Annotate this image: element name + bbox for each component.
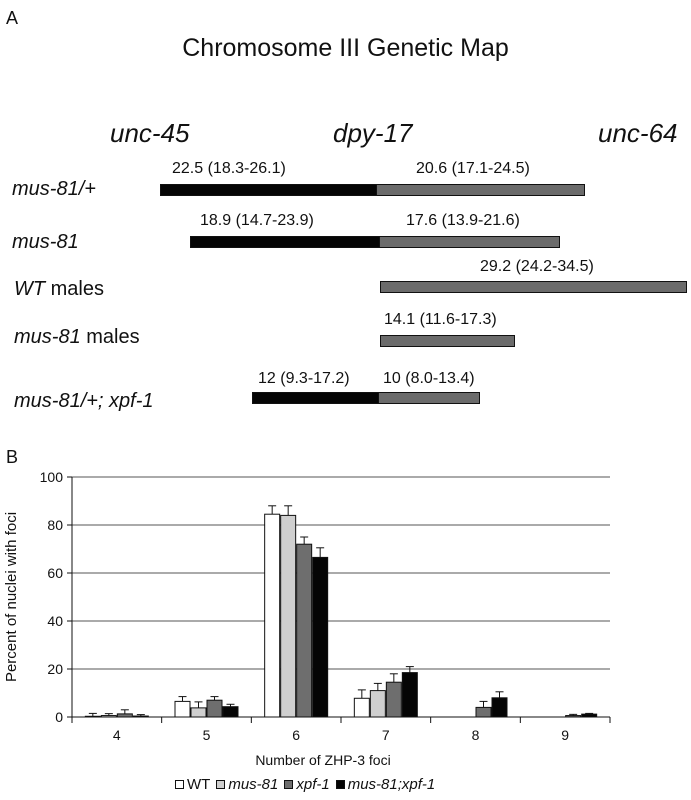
interval-bar-right	[376, 184, 585, 196]
marker-unc-45: unc-45	[110, 118, 190, 148]
legend-swatch	[175, 780, 184, 789]
row-genotype: mus-81	[14, 326, 81, 348]
legend-label: xpf-1	[296, 776, 330, 793]
bar	[222, 706, 239, 718]
legend-item-mus-81-xpf-1: mus-81;xpf-1	[335, 776, 436, 793]
interval-label-left: 22.5 (18.3-26.1)	[172, 160, 286, 177]
bar	[206, 699, 223, 718]
legend-item-xpf-1: xpf-1	[284, 776, 330, 793]
bars-layer	[84, 505, 598, 718]
chart-legend: WT mus-81 xpf-1 mus-81;xpf-1	[175, 776, 441, 793]
row-label-mus-81-males: mus-81 males	[14, 326, 140, 349]
y-tick-label: 100	[40, 469, 64, 485]
row-genotype: mus-81/+	[12, 178, 96, 200]
interval-label-left: 12 (9.3-17.2)	[258, 370, 350, 387]
row-label-mus-81-het-xpf-1: mus-81/+; xpf-1	[14, 390, 154, 413]
x-tick-label: 5	[203, 727, 211, 743]
y-tick-label: 20	[47, 661, 63, 677]
interval-bar-right	[380, 335, 515, 347]
bar	[264, 513, 281, 718]
legend-swatch	[216, 780, 226, 789]
y-tick-label: 80	[47, 517, 63, 533]
zhp3-foci-bar-chart: 0 20 40 60 80 100 4 5 6 7 8 9 Percent of nuclei wit…	[3, 469, 611, 768]
legend-item-mus-81: mus-81	[216, 776, 278, 793]
row-suffix: males	[80, 326, 140, 348]
marker-dpy-17: dpy-17	[333, 118, 413, 148]
row-genotype: mus-81/+; xpf-1	[14, 390, 154, 412]
legend-item-wt: WT	[175, 776, 210, 793]
marker-unc-64: unc-64	[598, 118, 678, 148]
legend-label: WT	[187, 776, 211, 793]
bar	[491, 697, 508, 718]
interval-label-right: 14.1 (11.6-17.3)	[384, 311, 497, 328]
bar	[296, 543, 313, 718]
x-tick-label: 7	[382, 727, 390, 743]
interval-label-right: 20.6 (17.1-24.5)	[416, 160, 530, 177]
interval-bar-left	[160, 184, 377, 196]
bar	[174, 700, 191, 718]
interval-bar-left	[190, 236, 380, 248]
bar	[401, 672, 418, 718]
bar	[385, 681, 402, 718]
bar	[280, 514, 297, 718]
y-axis-label: Percent of nuclei with foci	[3, 512, 20, 682]
bar	[312, 556, 329, 718]
row-label-mus-81-het: mus-81/+	[12, 178, 96, 201]
row-suffix: males	[45, 278, 104, 300]
y-tick-label: 40	[47, 613, 63, 629]
legend-label: mus-81	[228, 776, 279, 793]
bar	[353, 697, 370, 718]
bar	[369, 690, 386, 718]
interval-label-left: 18.9 (14.7-23.9)	[200, 212, 314, 229]
panel-b-label: B	[6, 447, 19, 467]
row-label-mus-81: mus-81	[12, 231, 79, 254]
interval-bar-left	[252, 392, 379, 404]
row-label-wt-males: WT males	[14, 278, 104, 301]
interval-label-right: 10 (8.0-13.4)	[383, 370, 475, 387]
interval-label-right: 29.2 (24.2-34.5)	[480, 258, 594, 275]
interval-bar-right	[380, 281, 687, 293]
legend-swatch	[335, 780, 345, 789]
legend-label: mus-81;xpf-1	[347, 776, 436, 793]
interval-bar-right	[379, 236, 560, 248]
interval-bar-right	[378, 392, 480, 404]
x-tick-label: 4	[113, 727, 121, 743]
grid-layer	[72, 476, 610, 670]
map-title: Chromosome III Genetic Map	[182, 34, 509, 62]
panel-a-label: A	[6, 8, 19, 28]
x-tick-label: 9	[561, 727, 569, 743]
legend-swatch	[284, 780, 294, 789]
x-tick-label: 6	[292, 727, 300, 743]
x-tick-label: 8	[472, 727, 480, 743]
row-genotype: mus-81	[12, 231, 79, 253]
axis-layer: 0 20 40 60 80 100 4 5 6 7 8 9	[40, 469, 611, 743]
x-axis-label: Number of ZHP-3 foci	[255, 752, 390, 768]
interval-label-right: 17.6 (13.9-21.6)	[406, 212, 520, 229]
bar	[190, 707, 207, 718]
y-tick-label: 60	[47, 565, 63, 581]
row-genotype: WT	[14, 278, 46, 300]
y-tick-label: 0	[55, 709, 63, 725]
bar	[475, 706, 492, 718]
